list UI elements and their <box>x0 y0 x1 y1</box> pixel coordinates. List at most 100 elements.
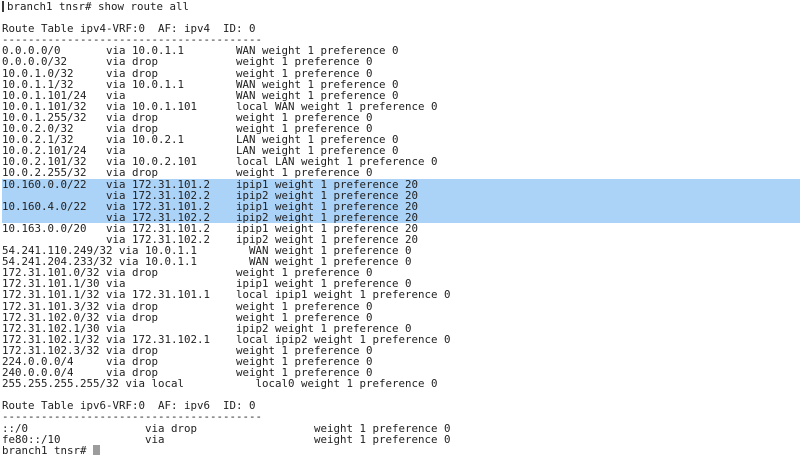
route-line: 172.31.102.3/32 via drop weight 1 prefer… <box>2 345 800 356</box>
final-prompt-line: branch1 tnsr# <box>2 445 800 455</box>
route-prefix: 10.0.1.255/32 <box>2 110 107 124</box>
route-flags: weight 1 preference 0 <box>236 122 373 136</box>
route-via: via drop <box>106 55 237 69</box>
route-line: via 172.31.102.2 ipip2 weight 1 preferen… <box>2 212 800 223</box>
route-prefix: 10.163.0.0/20 <box>2 221 107 235</box>
route-flags: weight 1 preference 0 <box>236 299 373 313</box>
route-via: via drop <box>106 122 237 136</box>
route-flags: weight 1 preference 0 <box>236 355 373 368</box>
route-flags: weight 1 preference 0 <box>236 366 373 380</box>
route-flags: local0 weight 1 preference 0 <box>255 377 438 391</box>
route-prefix: 10.0.2.101/24 <box>2 144 107 158</box>
route-via: via 10.0.1.1 <box>119 255 250 269</box>
route-flags: weight 1 preference 0 <box>314 432 451 446</box>
route-flags: WAN weight 1 preference 0 <box>236 77 399 91</box>
route-flags: ipip2 weight 1 preference 20 <box>236 232 419 246</box>
route-line: 10.0.1.101/24 via WAN weight 1 preferenc… <box>2 90 800 101</box>
route-prefix: 172.31.102.0/32 <box>2 310 107 324</box>
route-line: 10.163.0.0/20 via 172.31.101.2 ipip1 wei… <box>2 223 800 234</box>
route-via: via drop <box>106 110 237 124</box>
route-via: via 10.0.1.1 <box>106 77 237 91</box>
route-flags: ipip1 weight 1 preference 20 <box>236 221 419 235</box>
table-title: Route Table ipv6-VRF:0 AF: ipv6 ID: 0 <box>2 400 800 411</box>
route-line: 10.0.1.0/32 via drop weight 1 preference… <box>2 68 800 79</box>
route-via: via local <box>125 377 256 391</box>
route-line: 10.160.4.0/22 via 172.31.101.2 ipip1 wei… <box>2 201 800 212</box>
route-flags: ipip1 weight 1 preference 20 <box>236 199 419 213</box>
route-flags: LAN weight 1 preference 0 <box>236 144 399 158</box>
route-prefix: 54.241.204.233/32 <box>2 255 120 269</box>
route-line: 240.0.0.0/4 via drop weight 1 preference… <box>2 367 800 378</box>
route-line: 172.31.101.0/32 via drop weight 1 prefer… <box>2 267 800 278</box>
route-via: via 172.31.101.2 <box>106 199 237 213</box>
line-start-mark <box>2 1 4 12</box>
route-line: 10.0.2.1/32 via 10.0.2.1 LAN weight 1 pr… <box>2 134 800 145</box>
route-flags: ipip1 weight 1 preference 20 <box>236 177 419 191</box>
table-divider-text: ---------------------------------------- <box>2 410 263 424</box>
route-flags: ipip2 weight 1 preference 20 <box>236 210 419 224</box>
route-via: via <box>106 88 237 102</box>
route-line: 10.0.2.255/32 via drop weight 1 preferen… <box>2 167 800 178</box>
route-line: 0.0.0.0/32 via drop weight 1 preference … <box>2 56 800 67</box>
route-prefix: 224.0.0.0/4 <box>2 355 107 368</box>
route-prefix: 10.0.1.0/32 <box>2 66 107 80</box>
route-line: 10.0.1.101/32 via 10.0.1.101 local WAN w… <box>2 101 800 112</box>
route-prefix: 172.31.101.3/32 <box>2 299 107 313</box>
route-prefix: 255.255.255.255/32 <box>2 377 126 391</box>
route-flags: weight 1 preference 0 <box>236 110 373 124</box>
route-via: via drop <box>145 421 315 435</box>
route-prefix: 0.0.0.0/0 <box>2 44 107 58</box>
route-line: 10.0.2.101/32 via 10.0.2.101 local LAN w… <box>2 156 800 167</box>
route-via: via 10.0.2.1 <box>106 133 237 147</box>
route-via: via 172.31.101.1 <box>106 288 237 302</box>
route-prefix: 172.31.101.1/30 <box>2 277 107 291</box>
route-prefix: 10.0.1.1/32 <box>2 77 107 91</box>
route-prefix: 10.160.0.0/22 <box>2 177 107 191</box>
route-via: via drop <box>106 166 237 180</box>
route-line: 54.241.204.233/32 via 10.0.1.1 WAN weigh… <box>2 256 800 267</box>
route-via: via 172.31.102.2 <box>106 188 237 202</box>
route-line: via 172.31.102.2 ipip2 weight 1 preferen… <box>2 190 800 201</box>
route-line: 10.0.2.0/32 via drop weight 1 preference… <box>2 123 800 134</box>
route-via: via 10.0.2.101 <box>106 155 237 169</box>
route-prefix: 172.31.102.1/30 <box>2 321 107 335</box>
table-title-text: Route Table ipv6-VRF:0 AF: ipv6 ID: 0 <box>2 399 256 413</box>
route-line: 0.0.0.0/0 via 10.0.1.1 WAN weight 1 pref… <box>2 45 800 56</box>
route-flags: weight 1 preference 0 <box>236 343 373 357</box>
route-flags: weight 1 preference 0 <box>236 55 373 69</box>
route-flags: weight 1 preference 0 <box>314 421 451 435</box>
route-via: via drop <box>106 366 237 380</box>
route-line: 172.31.102.1/32 via 172.31.102.1 local i… <box>2 334 800 345</box>
route-flags: WAN weight 1 preference 0 <box>236 88 399 102</box>
route-flags: WAN weight 1 preference 0 <box>249 244 412 258</box>
route-via: via drop <box>106 343 237 357</box>
route-via: via 10.0.1.101 <box>106 99 237 113</box>
route-line: 10.0.2.101/24 via LAN weight 1 preferenc… <box>2 145 800 156</box>
route-prefix: ::/0 <box>2 421 146 435</box>
route-flags: weight 1 preference 0 <box>236 266 373 280</box>
route-prefix: 172.31.101.0/32 <box>2 266 107 280</box>
route-line: ::/0 via drop weight 1 preference 0 <box>2 423 800 434</box>
route-via: via drop <box>106 355 237 368</box>
route-prefix: 10.0.2.1/32 <box>2 133 107 147</box>
route-via: via 172.31.101.2 <box>106 177 237 191</box>
route-flags: ipip2 weight 1 preference 0 <box>236 321 412 335</box>
route-prefix: 10.160.4.0/22 <box>2 199 107 213</box>
route-line: 172.31.102.0/32 via drop weight 1 prefer… <box>2 312 800 323</box>
route-prefix: 240.0.0.0/4 <box>2 366 107 380</box>
route-flags: weight 1 preference 0 <box>236 310 373 324</box>
route-flags: ipip2 weight 1 preference 20 <box>236 188 419 202</box>
route-via: via drop <box>106 299 237 313</box>
route-line: 10.160.0.0/22 via 172.31.101.2 ipip1 wei… <box>2 177 800 191</box>
route-via: via 10.0.1.1 <box>106 44 237 58</box>
route-flags: weight 1 preference 0 <box>236 66 373 80</box>
table-divider: ---------------------------------------- <box>2 411 800 422</box>
route-line: 172.31.102.1/30 via ipip2 weight 1 prefe… <box>2 323 800 334</box>
route-via: via 172.31.101.2 <box>106 221 237 235</box>
route-prefix: 10.0.2.0/32 <box>2 122 107 136</box>
route-via: via drop <box>106 310 237 324</box>
table-divider-text: ---------------------------------------- <box>2 33 263 47</box>
route-line: 172.31.101.1/32 via 172.31.101.1 local i… <box>2 289 800 300</box>
route-prefix: 172.31.101.1/32 <box>2 288 107 302</box>
